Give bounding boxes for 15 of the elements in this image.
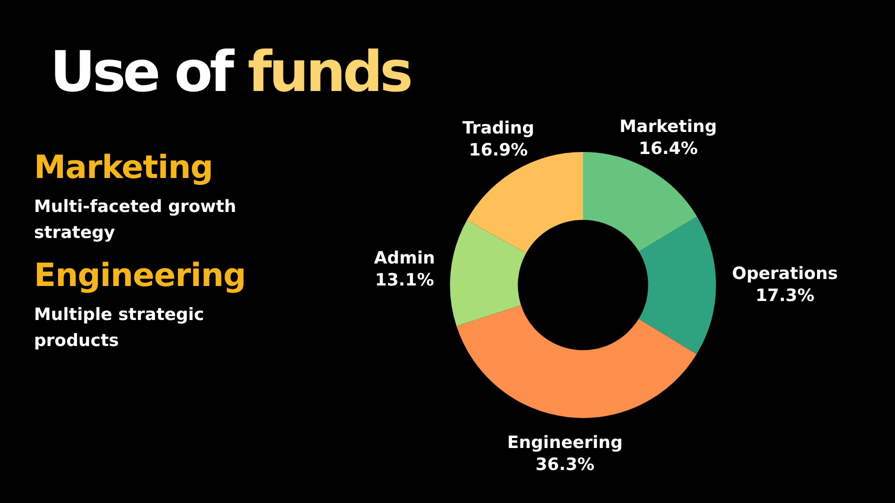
slice-label: Engineering <box>507 433 623 454</box>
text: Engineering <box>34 256 247 294</box>
chart-title: Use of funds <box>50 40 410 105</box>
slice-label: Operations <box>732 264 838 284</box>
slice-label: Admin <box>374 248 435 269</box>
slice-label: Trading <box>462 118 534 139</box>
text: Marketing <box>34 148 214 186</box>
data-label: 16.4% <box>638 139 698 160</box>
data-label: 36.3% <box>535 455 594 476</box>
slice-label: Marketing <box>620 117 717 138</box>
data-label: 13.1% <box>375 270 434 291</box>
data-label: 16.9% <box>468 140 528 161</box>
text: Multiple strategic products <box>34 304 206 353</box>
text: Multi-faceted growth strategy <box>34 196 238 245</box>
data-label: 17.3% <box>755 286 814 306</box>
